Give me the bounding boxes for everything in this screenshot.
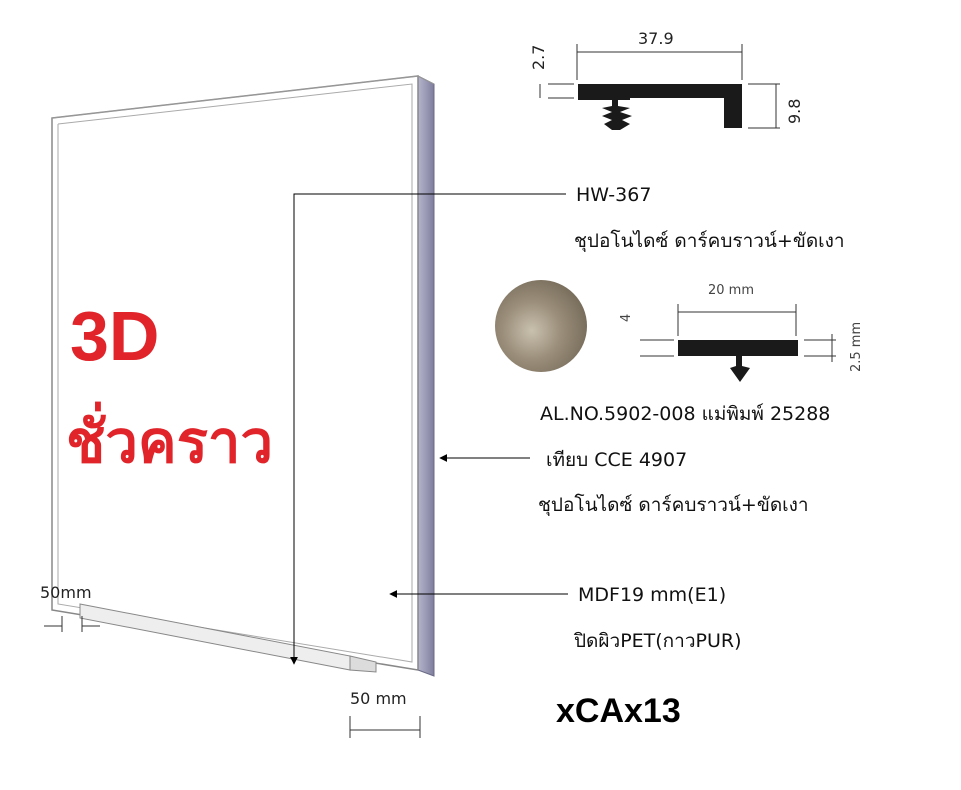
dim-hw367-height: 9.8 (785, 99, 804, 124)
label-temporary: ชั่วคราว (66, 401, 273, 475)
dim-al-thickness: 4 (619, 314, 634, 322)
dim-hw367-thickness: 2.7 (529, 45, 548, 70)
profile-hw367-drawing (539, 44, 780, 130)
door-panel-drawing (51, 75, 435, 677)
dim-bottom-left: 50mm (40, 583, 92, 602)
panel-side-edge (417, 75, 435, 677)
callout-cce-finish: ชุปอโนไดซ์ ดาร์คบราวน์+ขัดเงา (538, 493, 809, 517)
dim-hw367-width: 37.9 (638, 29, 674, 48)
profile-al-shape (678, 340, 798, 382)
label-3d: 3D (70, 297, 159, 375)
callout-al-code: AL.NO.5902-008 แม่พิมพ์ 25288 (540, 403, 830, 425)
panel-top-edge (51, 75, 435, 119)
dim-bottom-right-lines (349, 716, 421, 738)
profile-al-drawing (640, 304, 836, 382)
panel-inner-frame (57, 83, 413, 663)
callout-hw367-finish: ชุปอโนไดซ์ ดาร์คบราวน์+ขัดเงา (574, 229, 845, 253)
dim-bottom-left-lines (44, 616, 100, 632)
model-code: xCAx13 (556, 692, 681, 730)
callout-cce-code: เทียบ CCE 4907 (546, 449, 687, 471)
dim-bottom-right: 50 mm (350, 689, 407, 708)
dim-al-height: 2.5 mm (849, 322, 864, 372)
finish-color-swatch (495, 280, 587, 372)
callout-mdf-material: MDF19 mm(E1) (578, 584, 726, 606)
leader-hw367 (290, 193, 566, 665)
callout-mdf-finish: ปิดผิวPET(กาวPUR) (573, 630, 741, 652)
dim-al-width: 20 mm (708, 283, 754, 298)
profile-hw367-shape (578, 84, 742, 130)
bottom-rail-end (349, 655, 377, 673)
callout-hw367-code: HW-367 (576, 184, 651, 206)
